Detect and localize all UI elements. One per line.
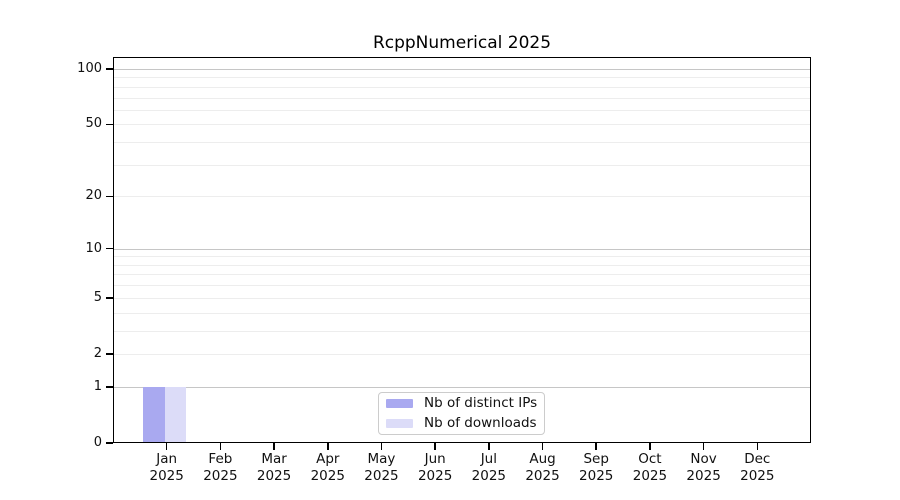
x-tick-mark xyxy=(649,443,651,450)
y-tick-mark xyxy=(106,247,113,250)
gridline-minor xyxy=(113,109,811,111)
legend-item-distinct-ips: Nb of distinct IPs xyxy=(379,395,544,412)
gridline-minor xyxy=(113,330,811,332)
x-tick-label: May 2025 xyxy=(364,451,399,484)
y-tick-label: 20 xyxy=(85,188,102,204)
gridline-minor xyxy=(113,274,811,276)
y-tick-label: 10 xyxy=(85,240,102,256)
gridline-minor xyxy=(113,264,811,266)
x-tick-mark xyxy=(434,443,436,450)
gridline-minor xyxy=(113,97,811,99)
x-tick-mark xyxy=(488,443,490,450)
y-tick-mark xyxy=(106,353,113,355)
bar-downloads-jan-2025 xyxy=(164,386,187,443)
bars-layer xyxy=(113,57,811,443)
x-tick-mark xyxy=(380,443,383,450)
x-tick-mark xyxy=(165,443,168,450)
legend-swatch-distinct-ips xyxy=(386,399,413,408)
x-tick-label: Apr 2025 xyxy=(310,451,345,484)
x-tick-mark xyxy=(702,443,705,450)
y-tick-label: 50 xyxy=(85,116,102,132)
y-tick-label: 0 xyxy=(93,435,102,450)
legend-item-downloads: Nb of downloads xyxy=(379,415,544,432)
gridline-minor xyxy=(113,353,811,355)
x-tick-label: Jul 2025 xyxy=(471,451,507,484)
plot-area xyxy=(113,57,811,443)
x-tick-label: Aug 2025 xyxy=(525,451,560,484)
y-tick-mark xyxy=(106,442,113,444)
gridline-major xyxy=(113,248,811,250)
x-tick-label: Oct 2025 xyxy=(632,451,668,484)
y-tick-label: 100 xyxy=(77,61,102,76)
gridline-minor xyxy=(113,164,811,166)
gridline-minor xyxy=(113,142,811,144)
x-tick-mark xyxy=(541,443,544,450)
gridline-minor xyxy=(113,196,811,198)
y-tick-mark xyxy=(106,123,113,126)
gridline-minor xyxy=(113,256,811,258)
x-tick-label: Mar 2025 xyxy=(256,451,292,484)
x-tick-label: Dec 2025 xyxy=(740,451,775,484)
chart-title: RcppNumerical 2025 xyxy=(372,33,552,53)
y-tick-mark xyxy=(106,68,113,70)
x-tick-mark xyxy=(756,443,759,450)
y-tick-mark xyxy=(106,297,113,299)
bar-distinct-ips-jan-2025 xyxy=(143,386,165,443)
y-tick-label: 2 xyxy=(93,345,102,361)
gridline-major xyxy=(113,69,811,70)
legend: Nb of distinct IPs Nb of downloads xyxy=(378,392,545,435)
x-tick-mark xyxy=(595,443,597,450)
gridline-major xyxy=(113,386,811,388)
gridline-minor xyxy=(113,86,811,88)
gridlines-layer xyxy=(113,57,811,443)
x-tick-label: Jun 2025 xyxy=(417,451,453,484)
y-tick-label: 5 xyxy=(93,289,102,305)
x-tick-label: Jan 2025 xyxy=(149,451,184,484)
x-tick-mark xyxy=(327,443,329,450)
gridline-minor xyxy=(113,297,811,299)
gridline-minor xyxy=(113,124,811,126)
x-tick-mark xyxy=(219,443,222,450)
y-tick-label: 1 xyxy=(93,378,102,394)
legend-label-downloads: Nb of downloads xyxy=(424,415,537,431)
gridline-minor xyxy=(113,77,811,79)
legend-swatch-downloads xyxy=(386,419,413,428)
gridline-minor xyxy=(113,312,811,314)
gridline-minor xyxy=(113,285,811,287)
x-tick-label: Sep 2025 xyxy=(579,451,614,484)
y-tick-mark xyxy=(106,386,113,388)
legend-label-distinct-ips: Nb of distinct IPs xyxy=(424,395,538,411)
x-tick-label: Feb 2025 xyxy=(203,451,238,484)
y-tick-mark xyxy=(106,195,113,198)
x-tick-label: Nov 2025 xyxy=(686,451,721,484)
x-tick-mark xyxy=(273,443,275,450)
